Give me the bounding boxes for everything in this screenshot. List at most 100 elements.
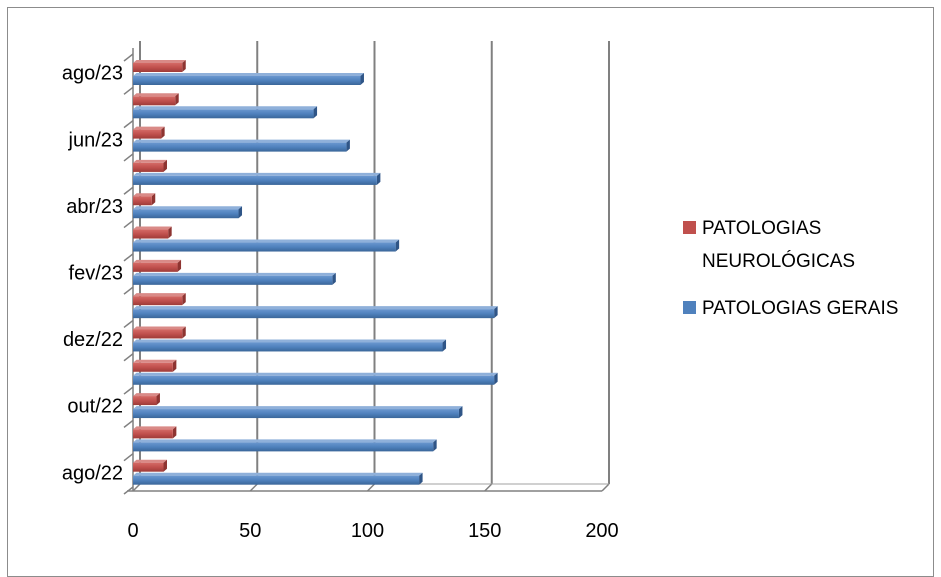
bar-top-face: [133, 359, 177, 363]
bar-side-face: [175, 93, 179, 106]
category-label-ago-22: ago/22: [62, 462, 123, 484]
bar-side-face: [494, 372, 498, 385]
category-tick: [123, 153, 134, 162]
category-tick: [123, 86, 134, 95]
bar-neuro-jun-23: [133, 126, 165, 139]
bar-neuro-set-22: [133, 426, 177, 439]
bar-neuro-out-22: [133, 393, 160, 406]
bar-front-face: [133, 309, 495, 319]
gridline-floor-0: [132, 483, 141, 492]
value-tick-label-150: 150: [468, 520, 501, 542]
bar-side-face: [332, 272, 336, 285]
bar-side-face: [419, 472, 423, 485]
bar-front-face: [133, 362, 173, 372]
bar-gerais-out-22: [133, 406, 463, 419]
bar-front-face: [133, 409, 459, 419]
bar-gerais-ago-22: [133, 472, 423, 485]
category-tick: [123, 219, 134, 229]
bar-gerais-set-22: [133, 439, 437, 452]
bar-front-face: [133, 396, 157, 406]
bar-top-face: [133, 339, 447, 343]
bar-top-face: [133, 93, 179, 97]
bar-gerais-jul-23: [133, 106, 318, 119]
bar-neuro-mar-23: [133, 226, 172, 239]
category-tick: [123, 286, 134, 295]
category-tick: [123, 186, 134, 195]
bar-top-face: [133, 106, 318, 110]
bar-front-face: [133, 109, 314, 119]
legend-label-line2: NEUROLÓGICAS: [702, 250, 855, 272]
category-tick: [123, 319, 134, 329]
legend-label: PATOLOGIAS: [702, 218, 821, 239]
bar-side-face: [238, 206, 243, 219]
bar-front-face: [133, 142, 347, 152]
bar-gerais-fev-23: [133, 272, 336, 285]
bar-neuro-abr-23: [133, 193, 156, 206]
bar-side-face: [494, 306, 498, 319]
bar-gerais-nov-22: [133, 372, 498, 385]
bar-side-face: [163, 459, 167, 472]
bar-top-face: [133, 326, 186, 330]
bar-top-face: [133, 293, 186, 297]
bar-top-face: [133, 406, 463, 410]
bar-front-face: [133, 76, 361, 85]
bar-top-face: [133, 372, 498, 376]
bar-neuro-jan-23: [133, 293, 186, 306]
bar-top-face: [133, 439, 437, 443]
bar-front-face: [133, 162, 164, 172]
bar-side-face: [163, 159, 167, 172]
bar-top-face: [133, 306, 498, 310]
bar-front-face: [133, 209, 239, 219]
bar-front-face: [133, 129, 162, 139]
bar-front-face: [133, 242, 396, 252]
legend-label: PATOLOGIAS GERAIS: [702, 298, 898, 319]
bar-top-face: [133, 226, 172, 230]
legend: PATOLOGIAS NEUROLÓGICAS PATOLOGIAS GERAIS: [683, 218, 898, 319]
bar-top-face: [133, 472, 423, 476]
bar-front-face: [133, 196, 152, 206]
category-label-abr-23: abr/23: [66, 196, 123, 218]
bar-top-face: [133, 73, 364, 76]
bar-front-face: [133, 229, 169, 239]
bar-side-face: [346, 139, 350, 152]
bar-neuro-jul-23: [133, 93, 179, 106]
value-tick-label-50: 50: [239, 520, 261, 542]
bar-top-face: [133, 272, 336, 276]
category-tick: [123, 53, 134, 62]
bar-front-face: [133, 96, 176, 106]
bar-top-face: [133, 459, 167, 463]
bar-front-face: [133, 275, 333, 285]
gridline-floor-200: [601, 483, 610, 492]
bar-side-face: [442, 339, 447, 352]
bar-front-face: [133, 429, 173, 439]
bar-top-face: [133, 239, 400, 243]
bar-gerais-jun-23: [133, 139, 350, 152]
category-tick: [123, 486, 134, 495]
bar-gerais-mar-23: [133, 239, 400, 252]
bar-front-face: [133, 262, 178, 272]
bar-side-face: [172, 426, 177, 439]
bar-top-face: [133, 159, 167, 163]
bars: [133, 60, 498, 485]
bar-front-face: [133, 475, 420, 485]
bar-neuro-dez-22: [133, 326, 186, 339]
bar-side-face: [161, 126, 165, 139]
bar-neuro-ago-23: [133, 60, 186, 72]
bar-side-face: [168, 226, 172, 239]
bar-front-face: [133, 462, 164, 472]
bar-gerais-jan-23: [133, 306, 498, 319]
bar-side-face: [156, 393, 160, 406]
value-tick-label-200: 200: [585, 520, 618, 542]
bar-side-face: [151, 193, 156, 206]
bar-neuro-nov-22: [133, 359, 177, 372]
bar-top-face: [133, 60, 186, 63]
bar-neuro-mai-23: [133, 159, 167, 172]
category-tick: [123, 386, 134, 395]
bar-top-face: [133, 426, 177, 430]
bar-side-face: [458, 406, 463, 419]
gridline-floor-100: [366, 483, 376, 492]
bar-side-face: [182, 326, 186, 339]
bar-side-face: [182, 293, 186, 306]
legend-swatch: [683, 221, 696, 234]
bar-top-face: [133, 139, 350, 143]
